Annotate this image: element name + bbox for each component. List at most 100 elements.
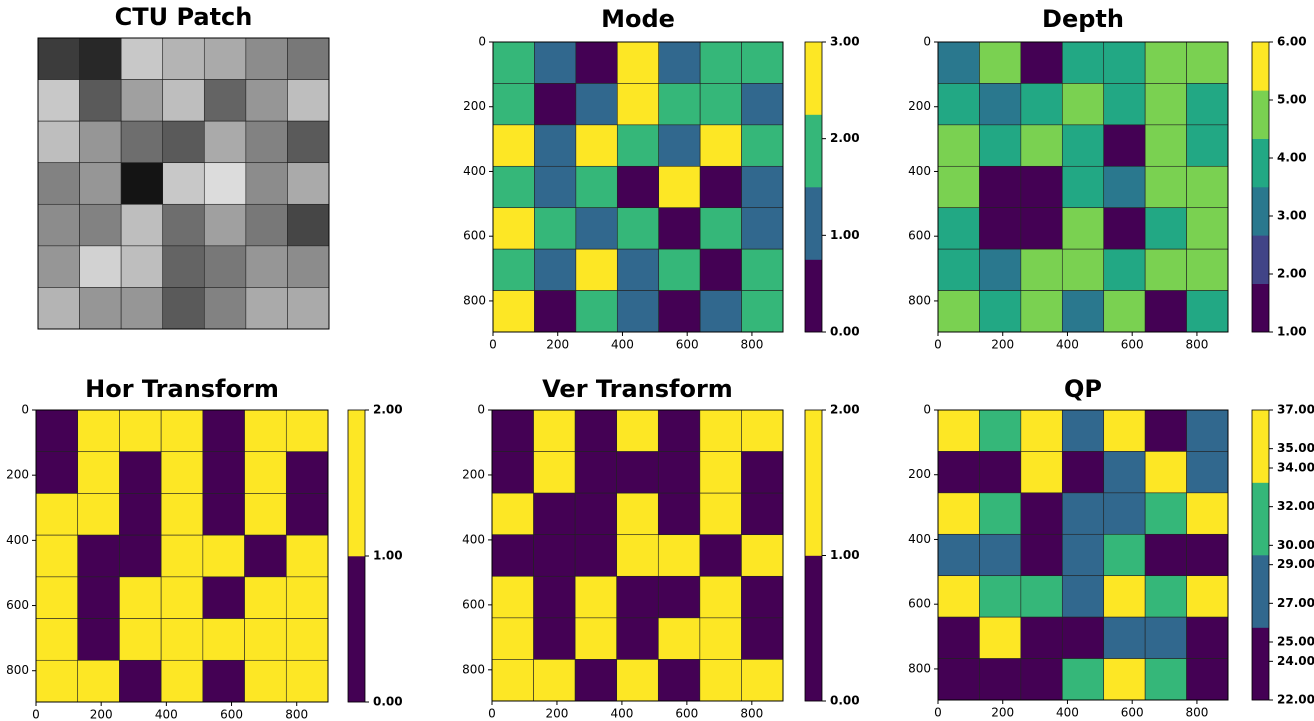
heatmap-cell xyxy=(742,83,783,124)
y-tick-label: 400 xyxy=(908,164,931,178)
x-tick-label: 800 xyxy=(1185,338,1208,352)
heatmap-cell xyxy=(1021,83,1062,124)
heatmap-cell xyxy=(163,246,205,288)
heatmap-cell xyxy=(163,163,205,205)
x-tick-label: 200 xyxy=(546,707,569,721)
heatmap-cell xyxy=(1104,534,1145,575)
heatmap-cell xyxy=(493,208,534,249)
x-tick-label: 400 xyxy=(155,708,178,721)
heatmap-cell xyxy=(80,204,122,246)
y-tick-label: 600 xyxy=(6,598,29,612)
colorbar-segment xyxy=(1252,42,1269,91)
heatmap-cell xyxy=(1062,659,1103,700)
heatmap-cell xyxy=(1187,208,1228,249)
heatmap-cell xyxy=(1145,166,1186,207)
heatmap-cell xyxy=(742,42,783,83)
heatmap-cell xyxy=(938,534,979,575)
heatmap-cell xyxy=(1187,617,1228,658)
heatmap-cell xyxy=(938,410,979,451)
x-tick-label: 0 xyxy=(934,338,942,352)
x-tick-label: 600 xyxy=(676,338,699,352)
heatmap-cell xyxy=(492,493,534,535)
heatmap-cell xyxy=(700,576,742,618)
y-tick-label: 0 xyxy=(923,35,931,49)
heatmap-cell xyxy=(575,659,617,701)
heatmap-cell xyxy=(203,577,245,619)
heatmap-cell xyxy=(246,121,288,163)
heatmap-cell xyxy=(1104,410,1145,451)
colorbar-segment xyxy=(1252,187,1269,236)
colorbar-segment xyxy=(1252,139,1269,188)
chart-title: Mode xyxy=(601,5,675,33)
heatmap-cell xyxy=(1145,125,1186,166)
heatmap-cell xyxy=(659,249,700,290)
colorbar-tick-label: 27.00 xyxy=(1277,596,1314,610)
x-tick-label: 200 xyxy=(90,708,113,721)
heatmap-cell xyxy=(741,410,783,452)
y-tick-label: 0 xyxy=(477,403,485,417)
heatmap-cell xyxy=(492,618,534,660)
heatmap-cell xyxy=(203,410,245,452)
heatmap-cell xyxy=(161,577,203,619)
heatmap-cell xyxy=(1104,208,1145,249)
heatmap-cell xyxy=(534,618,576,660)
heatmap-cell xyxy=(938,576,979,617)
heatmap-cell xyxy=(80,246,122,288)
colorbar-segment xyxy=(1252,410,1269,483)
colorbar-segment xyxy=(1252,555,1269,628)
heatmap-cell xyxy=(246,163,288,205)
heatmap-cell xyxy=(36,410,78,452)
heatmap-cell xyxy=(742,291,783,332)
heatmap-cell xyxy=(1145,291,1186,332)
heatmap-cell xyxy=(938,659,979,700)
heatmap-cell xyxy=(1187,659,1228,700)
heatmap-cell xyxy=(979,166,1020,207)
heatmap-cell xyxy=(534,410,576,452)
heatmap-cell xyxy=(286,577,328,619)
heatmap-cell xyxy=(617,125,658,166)
heatmap-cell xyxy=(1021,410,1062,451)
heatmap-cell xyxy=(121,163,163,205)
heatmap-cell xyxy=(1145,83,1186,124)
y-tick-label: 200 xyxy=(463,99,486,113)
heatmap-cell xyxy=(245,535,287,577)
colorbar-segment xyxy=(805,556,822,702)
colorbar-segment xyxy=(1252,284,1269,333)
heatmap-cell xyxy=(36,577,78,619)
heatmap-cell xyxy=(575,410,617,452)
heatmap-cell xyxy=(1145,451,1186,492)
heatmap-cell xyxy=(1104,83,1145,124)
heatmap-cell xyxy=(1062,291,1103,332)
x-tick-label: 200 xyxy=(991,338,1014,352)
heatmap-cell xyxy=(1145,208,1186,249)
heatmap-cell xyxy=(575,452,617,494)
heatmap-cell xyxy=(1104,291,1145,332)
heatmap-cell xyxy=(203,535,245,577)
x-tick-label: 800 xyxy=(740,707,763,721)
heatmap-cell xyxy=(204,38,246,80)
heatmap-cell xyxy=(534,42,575,83)
heatmap-cell xyxy=(163,287,205,329)
heatmap-cell xyxy=(493,291,534,332)
y-tick-label: 200 xyxy=(908,99,931,113)
heatmap-cell xyxy=(617,576,659,618)
colorbar-segment xyxy=(805,42,822,115)
heatmap-cell xyxy=(204,287,246,329)
colorbar-segment xyxy=(1252,483,1269,556)
heatmap-cell xyxy=(492,576,534,618)
heatmap-cell xyxy=(1021,576,1062,617)
heatmap-cell xyxy=(203,660,245,702)
heatmap-cell xyxy=(119,535,161,577)
heatmap-cell xyxy=(658,452,700,494)
heatmap-cell xyxy=(1021,659,1062,700)
heatmap-cell xyxy=(121,80,163,122)
heatmap-cell xyxy=(286,410,328,452)
heatmap-cell xyxy=(38,287,80,329)
heatmap-cell xyxy=(617,166,658,207)
colorbar-segment xyxy=(805,260,822,333)
heatmap-cell xyxy=(700,410,742,452)
heatmap-cell xyxy=(576,291,617,332)
heatmap-cell xyxy=(658,659,700,701)
heatmap-cell xyxy=(979,493,1020,534)
colorbar-tick-label: 1.00 xyxy=(373,549,403,563)
